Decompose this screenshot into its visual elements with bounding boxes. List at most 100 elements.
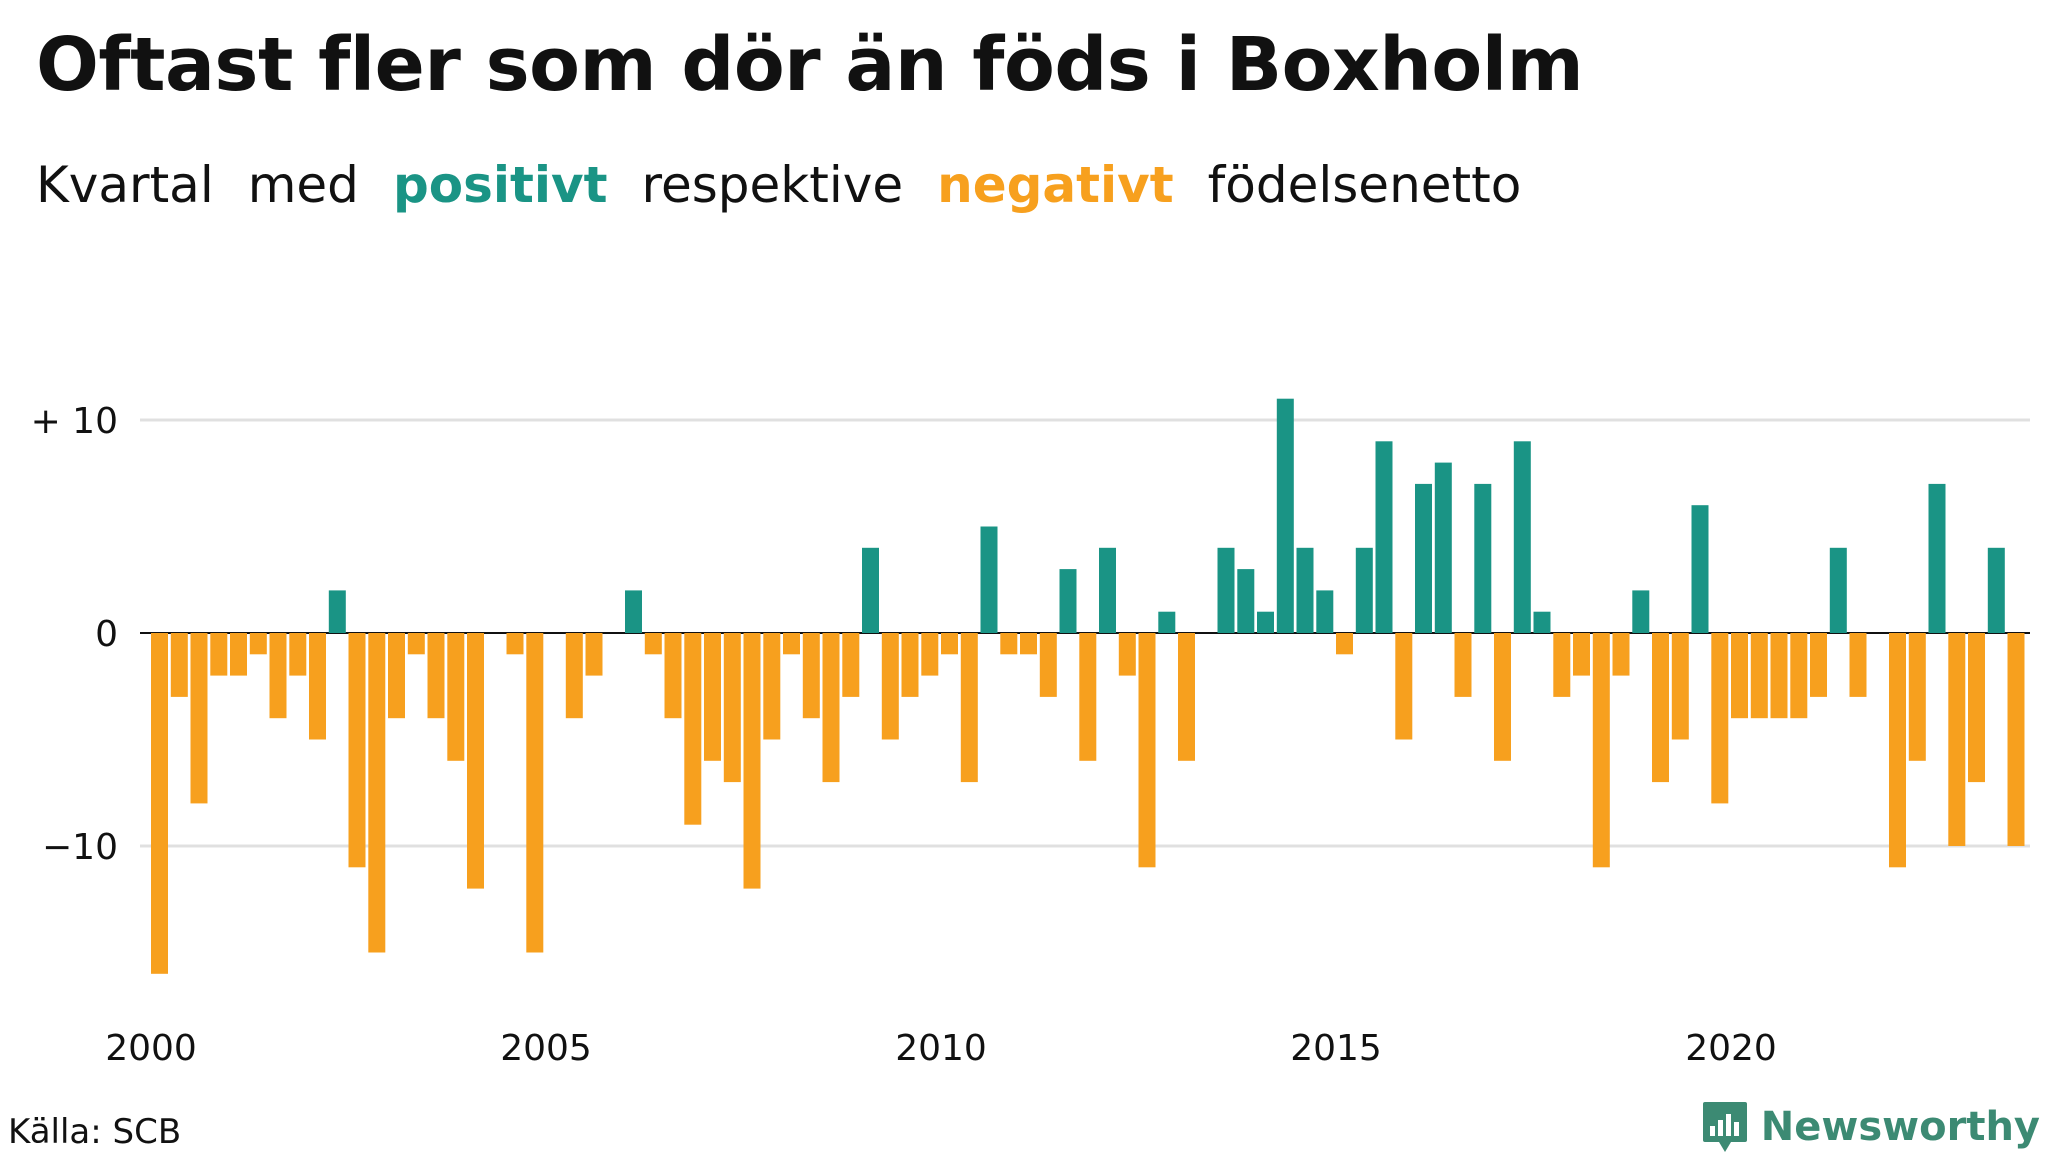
bar-negative bbox=[1671, 633, 1689, 740]
bar-negative bbox=[1750, 633, 1768, 719]
bar-negative bbox=[921, 633, 939, 676]
bar-negative bbox=[1395, 633, 1413, 740]
bar-negative bbox=[407, 633, 425, 655]
bar-positive bbox=[328, 590, 346, 633]
bar-negative bbox=[348, 633, 366, 868]
bar-positive bbox=[1829, 547, 1847, 633]
bar-negative bbox=[1849, 633, 1867, 697]
bar-positive bbox=[1316, 590, 1334, 633]
bar-positive bbox=[1296, 547, 1314, 633]
brand-name: Newsworthy bbox=[1760, 1104, 2040, 1150]
bar-negative bbox=[1553, 633, 1571, 697]
bar-positive bbox=[1237, 569, 1255, 633]
bar-negative bbox=[309, 633, 326, 740]
x-tick-label: 2015 bbox=[1290, 1028, 1382, 1069]
subtitle-word: födelsenetto bbox=[1207, 156, 1522, 214]
subtitle-word: Kvartal bbox=[36, 156, 214, 214]
source-note: Källa: SCB bbox=[8, 1112, 182, 1152]
bar-negative bbox=[1592, 633, 1610, 868]
bar-negative bbox=[1731, 633, 1748, 719]
bar-negative bbox=[901, 633, 919, 697]
bar-negative bbox=[1948, 633, 1966, 846]
newsworthy-logo-icon bbox=[1702, 1102, 1747, 1152]
bar-negative bbox=[1118, 633, 1136, 676]
bar-negative bbox=[388, 633, 405, 719]
x-tick-label: 2005 bbox=[500, 1028, 592, 1069]
bar-negative bbox=[1968, 633, 1985, 783]
bar-negative bbox=[1494, 633, 1511, 761]
y-tick-label: 0 bbox=[95, 614, 118, 655]
bar-positive bbox=[1276, 398, 1294, 633]
legend-positive-label: positivt bbox=[392, 156, 608, 214]
y-axis-ticks: + 10 0 −10 bbox=[31, 401, 118, 868]
bar-negative bbox=[210, 633, 228, 676]
bar-negative bbox=[1889, 633, 1906, 868]
bar-negative bbox=[941, 633, 958, 655]
bar-positive bbox=[1099, 547, 1116, 633]
bar-positive bbox=[1355, 547, 1373, 633]
bar-negative bbox=[1454, 633, 1472, 697]
bar-negative bbox=[881, 633, 899, 740]
bar-negative bbox=[447, 633, 465, 761]
bar-negative bbox=[230, 633, 247, 676]
bar-positive bbox=[1474, 483, 1492, 633]
bar-negative bbox=[1138, 633, 1156, 868]
bar-negative bbox=[170, 633, 188, 697]
bar-negative bbox=[526, 633, 544, 953]
bar-negative bbox=[1020, 633, 1037, 655]
bar-positive bbox=[1987, 547, 2005, 633]
x-tick-label: 2010 bbox=[895, 1028, 987, 1069]
bar-positive bbox=[1257, 611, 1274, 633]
subtitle-word: respektive bbox=[641, 156, 904, 214]
bar-negative bbox=[506, 633, 524, 655]
bar-negative bbox=[1711, 633, 1729, 804]
chart-title: Oftast fler som dör än föds i Boxholm bbox=[36, 22, 1584, 108]
bar-negative bbox=[1612, 633, 1630, 676]
bar-positive bbox=[1158, 611, 1176, 633]
bar-positive bbox=[980, 526, 998, 633]
bar-negative bbox=[842, 633, 860, 697]
bar-positive bbox=[1434, 462, 1452, 633]
bar-negative bbox=[190, 633, 208, 804]
bar-negative bbox=[1573, 633, 1590, 676]
brand-logo: Newsworthy bbox=[1701, 1100, 2040, 1154]
bar-negative bbox=[151, 633, 168, 974]
y-tick-label: −10 bbox=[42, 827, 118, 868]
bar-negative bbox=[822, 633, 840, 783]
bar-negative bbox=[2007, 633, 2025, 846]
bar-positive bbox=[1217, 547, 1235, 633]
bar-negative bbox=[427, 633, 445, 719]
bar-negative bbox=[585, 633, 603, 676]
bar-negative bbox=[960, 633, 978, 783]
bar-negative bbox=[1652, 633, 1669, 783]
bar-negative bbox=[1908, 633, 1926, 761]
bar-negative bbox=[723, 633, 741, 783]
bar-negative bbox=[644, 633, 662, 655]
bar-negative bbox=[704, 633, 721, 761]
bar-positive bbox=[1533, 611, 1551, 633]
bar-negative bbox=[783, 633, 800, 655]
x-axis-ticks: 2000 2005 2010 2015 2020 bbox=[105, 1028, 1777, 1069]
bar-negative bbox=[802, 633, 820, 719]
bar-negative bbox=[1770, 633, 1788, 719]
bar-positive bbox=[1059, 569, 1077, 633]
bar-negative bbox=[269, 633, 287, 719]
y-tick-label: + 10 bbox=[31, 401, 118, 442]
bar-negative bbox=[249, 633, 267, 655]
bar-negative bbox=[743, 633, 761, 889]
bar-positive bbox=[1691, 505, 1709, 633]
bar-positive bbox=[1928, 483, 1946, 633]
bar-positive bbox=[1415, 483, 1432, 633]
bar-negative bbox=[1336, 633, 1353, 655]
legend-negative-label: negativt bbox=[937, 156, 1174, 214]
bar-negative bbox=[684, 633, 702, 825]
bar-positive bbox=[862, 547, 879, 633]
bar-negative bbox=[1000, 633, 1018, 655]
x-tick-label: 2020 bbox=[1685, 1028, 1777, 1069]
bar-negative bbox=[664, 633, 682, 719]
bar-negative bbox=[1790, 633, 1808, 719]
bars bbox=[151, 398, 2025, 974]
bar-negative bbox=[289, 633, 307, 676]
bar-negative bbox=[1079, 633, 1097, 761]
